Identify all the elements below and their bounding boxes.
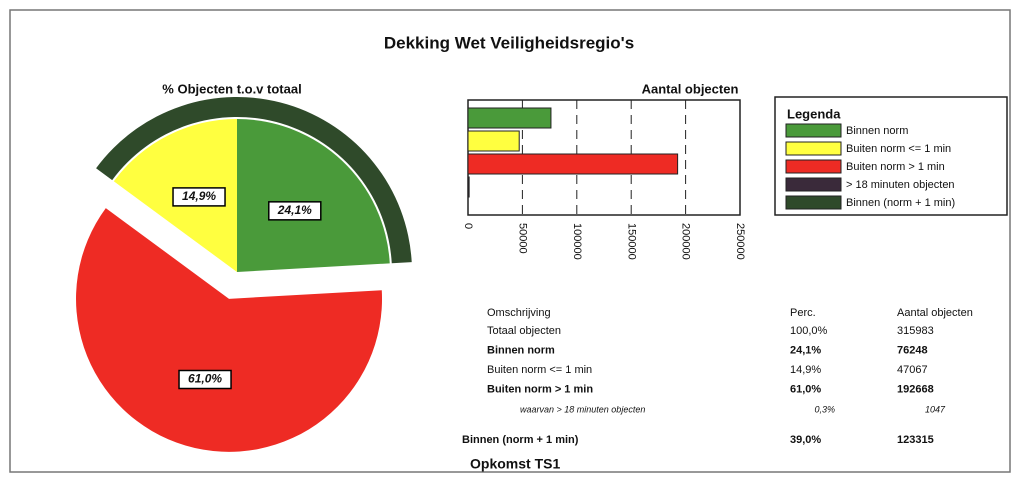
pie-ring [96, 96, 412, 264]
legend-swatch [785, 177, 842, 192]
table-cell: 76248 [897, 344, 928, 356]
legend-swatch [785, 159, 842, 174]
bar [467, 107, 552, 129]
table-cell: 315983 [897, 325, 934, 337]
table-cell: Binnen norm [487, 344, 555, 356]
table-cell: Totaal objecten [487, 325, 561, 337]
bar [467, 176, 470, 198]
table-total-cell: 39,0% [790, 434, 821, 446]
footer: Opkomst TS1 [470, 456, 560, 472]
page-title: Dekking Wet Veiligheidsregio's [384, 33, 634, 52]
legend-swatch [785, 123, 842, 138]
x-tick-label: 250000 [734, 223, 746, 260]
table-cell: 61,0% [790, 383, 821, 395]
table-cell: Buiten norm <= 1 min [487, 364, 592, 376]
legend-title: Legenda [787, 106, 841, 121]
table-header: Perc. [790, 307, 816, 319]
table-cell: 24,1% [790, 344, 821, 356]
table-cell: 192668 [897, 383, 934, 395]
x-tick-label: 150000 [625, 223, 637, 260]
table-sub-cell: 0,3% [814, 404, 835, 414]
value-label: 61,0% [188, 372, 222, 386]
chart-title: Aantal objecten [642, 81, 739, 96]
chart-title: % Objecten t.o.v totaal [162, 81, 301, 96]
pie-slice [76, 208, 383, 452]
legend-swatch [785, 195, 842, 210]
x-tick-label: 0 [462, 223, 474, 229]
table-cell: 47067 [897, 364, 928, 376]
table-header: Aantal objecten [897, 307, 973, 319]
legend-swatch [785, 141, 842, 156]
legend-label: > 18 minuten objecten [846, 179, 955, 191]
bar [467, 130, 520, 152]
legend-label: Binnen (norm + 1 min) [846, 197, 955, 209]
value-label: 24,1% [277, 203, 312, 217]
bar [467, 153, 679, 175]
table-header: Omschrijving [487, 307, 551, 319]
x-tick-label: 50000 [516, 223, 528, 254]
value-label: 14,9% [182, 189, 216, 203]
table-total-cell: 123315 [897, 434, 934, 446]
table-sub-cell: 1047 [925, 404, 946, 414]
table-cell: 14,9% [790, 364, 821, 376]
legend-label: Buiten norm > 1 min [846, 161, 945, 173]
legend-label: Binnen norm [846, 125, 908, 137]
table-cell: Buiten norm > 1 min [487, 383, 593, 395]
value-label-box [172, 187, 226, 207]
value-label-box [268, 201, 322, 221]
value-label-box [178, 369, 232, 390]
table-sub-cell: waarvan > 18 minuten objecten [520, 404, 645, 414]
x-tick-label: 100000 [571, 223, 583, 260]
table-total-cell: Binnen (norm + 1 min) [462, 434, 579, 446]
legend-box [774, 96, 1008, 216]
x-tick-label: 200000 [680, 223, 692, 260]
table-cell: 100,0% [790, 325, 828, 337]
pie-slice [237, 119, 390, 272]
legend-label: Buiten norm <= 1 min [846, 143, 951, 155]
